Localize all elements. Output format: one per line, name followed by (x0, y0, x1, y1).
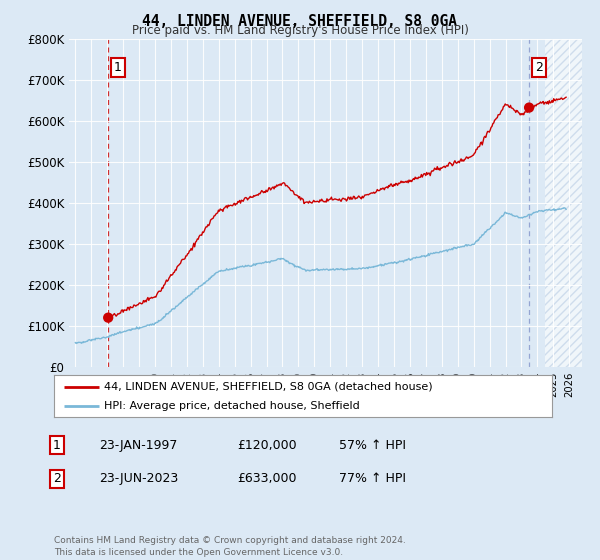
Text: 77% ↑ HPI: 77% ↑ HPI (339, 472, 406, 486)
Text: 1: 1 (53, 438, 61, 452)
Text: 2: 2 (535, 62, 542, 74)
Point (524, 103, 534, 112)
Text: Contains HM Land Registry data © Crown copyright and database right 2024.
This d: Contains HM Land Registry data © Crown c… (54, 536, 406, 557)
Text: 44, LINDEN AVENUE, SHEFFIELD, S8 0GA: 44, LINDEN AVENUE, SHEFFIELD, S8 0GA (143, 14, 458, 29)
Text: Price paid vs. HM Land Registry's House Price Index (HPI): Price paid vs. HM Land Registry's House … (131, 24, 469, 37)
Text: HPI: Average price, detached house, Sheffield: HPI: Average price, detached house, Shef… (104, 401, 359, 411)
Text: 44, LINDEN AVENUE, SHEFFIELD, S8 0GA (detached house): 44, LINDEN AVENUE, SHEFFIELD, S8 0GA (de… (104, 381, 433, 391)
Point (103, 313, 113, 322)
Text: £120,000: £120,000 (237, 438, 296, 452)
Text: 57% ↑ HPI: 57% ↑ HPI (339, 438, 406, 452)
Text: £633,000: £633,000 (237, 472, 296, 486)
Text: 2: 2 (53, 472, 61, 486)
Text: 23-JAN-1997: 23-JAN-1997 (99, 438, 178, 452)
Text: 23-JUN-2023: 23-JUN-2023 (99, 472, 178, 486)
Text: 1: 1 (114, 62, 122, 74)
